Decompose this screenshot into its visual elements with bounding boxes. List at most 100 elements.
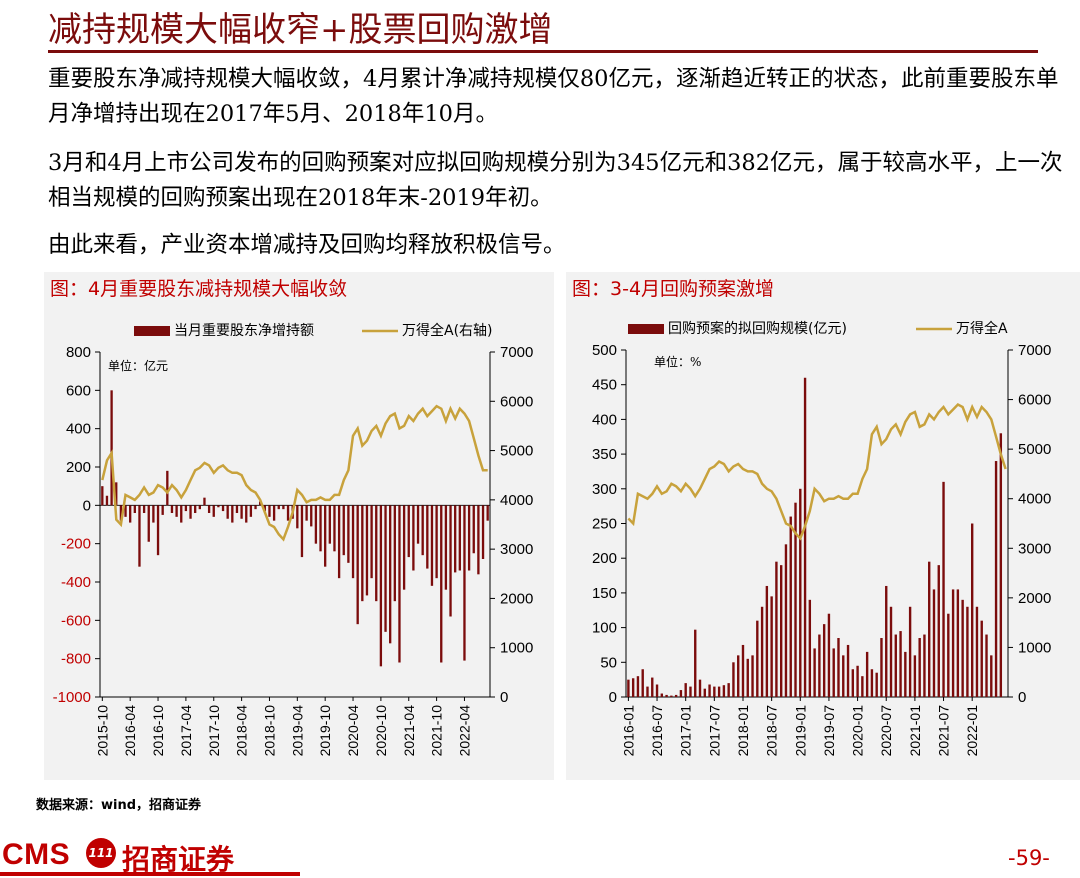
bar [402,505,406,590]
bar [389,505,392,644]
bar [789,516,792,697]
bar [627,679,630,697]
bar [947,613,950,697]
x-tick-label: 2022-01 [964,705,980,757]
bar [342,505,345,556]
chart-title-right: 图：3-4月回购预案激增 [572,278,775,300]
bar [189,505,192,519]
bar [152,505,155,523]
bar [305,505,308,521]
bar [631,678,635,697]
bar [481,505,485,559]
bar [272,505,276,521]
bar [328,505,331,544]
bar [245,505,248,523]
legend-bar-swatch [628,324,664,334]
bar [119,505,123,521]
y-left-tick-label: 200 [592,550,617,567]
y-left-tick-label: 200 [66,459,91,476]
bar [212,505,215,517]
legend-bar-label: 回购预案的拟回购规模(亿元) [668,320,847,337]
legend-line-label: 万得全A [956,320,1008,337]
logo-company-name: 招商证券 [122,843,235,876]
bar [756,620,759,697]
bar [477,505,480,575]
x-tick-label: 2018-01 [735,705,751,757]
bar [194,505,197,513]
paragraph-3: 由此来看，产业资本增减持及回购均释放积极信号。 [48,232,566,258]
bar [379,505,383,667]
y-right-tick-label: 4000 [500,492,533,509]
bar [175,505,178,517]
bar [203,497,206,506]
bar [138,505,141,567]
bar [646,686,649,697]
bar [351,505,355,579]
bar [746,658,749,697]
y-left-tick-label: -200 [61,536,91,553]
y-left-tick-label: 100 [592,620,617,637]
bar [170,505,174,513]
y-left-tick-label: -600 [61,612,91,629]
y-right-tick-label: 3000 [500,541,533,558]
y-left-tick-label: 800 [66,344,91,361]
bar [249,505,253,517]
bar [904,651,907,697]
y-right-tick-label: 1000 [500,640,533,657]
bar [942,481,945,697]
chart-panel-right: 图：3-4月回购预案激增 500 450 400 350 300 250 200 150 100… [566,272,1080,780]
y-left-tick-label: 0 [609,689,617,706]
x-tick-label: 2020-10 [373,705,389,757]
y-right-tick-label: 6000 [500,393,533,410]
bar [282,505,285,510]
bar [980,620,983,697]
bar [818,634,821,697]
bar [449,505,452,617]
bar [923,634,926,697]
chart-left-svg: 8006004002000-200-400-600-800-1000700060… [53,322,534,757]
x-tick-label: 2022-04 [456,705,472,757]
bar [665,694,668,697]
series-line [101,404,488,542]
paragraph-2: 3月和4月上市公司发布的回购预案对应拟回购规模分别为345亿元和382亿元，属于… [48,150,1063,211]
bar [263,505,266,512]
bar [970,523,974,697]
x-tick-label: 2020-04 [345,705,361,757]
y-right-tick-label: 4000 [1018,491,1051,508]
bar [636,676,640,697]
y-left-tick-label: -1000 [53,689,91,706]
bar [722,685,726,697]
bar [846,644,850,697]
bar [300,505,304,558]
bar [765,585,769,697]
bar [472,505,475,554]
bar [226,505,229,519]
bar [779,565,783,697]
y-left-tick-label: 600 [66,382,91,399]
bar [421,505,424,556]
bar [760,606,764,697]
y-left-tick-label: 300 [592,481,617,498]
bar [689,686,692,697]
y-right-tick-label: 3000 [1018,540,1051,557]
x-tick-label: 2018-04 [234,705,250,757]
bar [259,501,262,506]
y-right-tick-label: 1000 [1018,639,1051,656]
bar [454,505,457,573]
x-tick-label: 2017-07 [706,705,722,757]
legend-bar-swatch [134,326,170,336]
x-tick-label: 2021-01 [907,705,923,757]
bar [416,505,420,544]
bar [184,505,188,512]
bar [161,505,164,515]
x-tick-label: 2019-01 [792,705,808,757]
x-tick-label: 2017-01 [678,705,694,757]
bar [310,505,313,527]
bar [861,676,864,697]
bar [426,505,429,569]
y-left-tick-label: 450 [592,377,617,394]
y-right-tick-label: 7000 [1018,342,1051,359]
bar [133,505,136,513]
bar [217,505,220,508]
y-right-tick-label: 6000 [1018,392,1051,409]
